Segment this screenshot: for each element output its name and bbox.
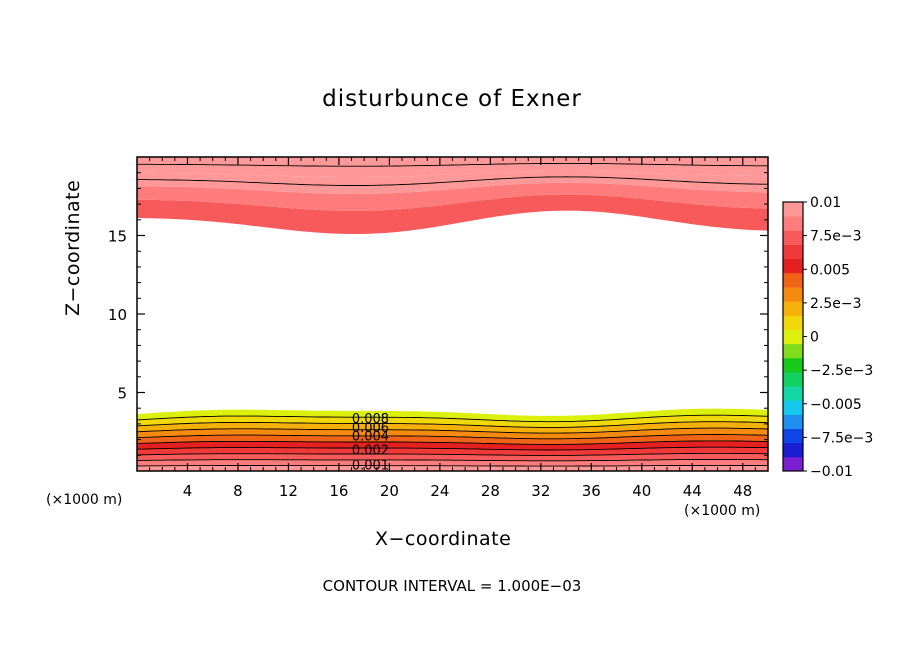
colorbar-tick-label: 0.005 [810,262,850,278]
x-tick-label: 16 [329,482,348,500]
colorbar: 0.01 7.5e−3 0.005 2.5e−3 0 −2.5e−3 −0.005 −7.5e… [782,195,873,480]
x-tick-label: 40 [632,482,651,500]
colorbar-swatch [783,428,803,444]
y-tick-label: 5 [117,385,127,403]
colorbar-tick-label: 0.01 [810,195,841,211]
contour-line [137,414,768,423]
contour-fill [137,157,768,471]
contour-band [137,194,768,234]
contour-band [137,415,768,428]
contour-line [137,452,768,456]
contour-label: 0.008 [352,412,389,427]
x-tick-label: 8 [233,482,243,500]
colorbar-tick-label: −0.01 [810,464,853,480]
contour-band [137,434,768,445]
colorbar-tick-label: −7.5e−3 [810,430,873,446]
x-unit-label-left: (×1000 m) [46,492,123,508]
x-tick-label: 36 [582,482,601,500]
colorbar-swatch [783,301,803,316]
x-tick-label: 24 [430,482,449,500]
chart-title: disturbunce of Exner [322,86,582,112]
x-axis-label: X−coordinate [375,528,512,550]
colorbar-swatch [783,329,803,345]
colorbar-tick-label: 2.5e−3 [810,296,862,312]
colorbar-swatch [783,343,803,359]
x-tick-label: 32 [531,482,550,500]
contour-band [137,170,768,194]
contour-band [137,421,768,434]
y-tick-label: 15 [108,228,127,246]
x-tick-label: 48 [733,482,752,500]
contour-line [137,434,768,440]
colorbar-swatch [783,286,803,302]
colorbar-swatch [783,371,803,387]
colorbar-swatch [783,258,803,274]
contour-line [137,464,768,467]
colorbar-tick-label: 0 [810,330,819,346]
x-tick-label: 44 [683,482,702,500]
contour-band [137,459,768,467]
colorbar-swatch [783,456,803,472]
contour-label: 0.006 [352,421,389,436]
contour-line [137,459,768,462]
colorbar-swatch [783,244,803,260]
contour-line [137,176,768,186]
colorbar-tick-label: 7.5e−3 [810,229,862,245]
colorbar-swatch [783,202,803,217]
x-tick-label: 28 [481,482,500,500]
x-tick-label: 20 [380,482,399,500]
contour-label: 0.004 [352,429,389,444]
contour-line [137,162,768,167]
x-unit-label-right: (×1000 m) [684,503,761,519]
contour-line [137,427,768,434]
colorbar-tick-label: −2.5e−3 [810,363,873,379]
colorbar-swatch [783,315,803,330]
y-axis-label: Z−coordinate [62,179,84,316]
contour-lines [137,162,768,467]
contour-label: 0.002 [352,444,389,459]
contour-label: 0.001 [352,459,389,474]
contour-interval-note: CONTOUR INTERVAL = 1.000E−03 [322,577,582,595]
colorbar-swatch [783,400,803,415]
y-tick-label: 10 [108,306,127,324]
colorbar-swatch [783,414,803,430]
contour-band [137,428,768,439]
colorbar-swatch [783,442,803,458]
colorbar-swatch [783,230,803,245]
contour-line [137,421,768,428]
colorbar-swatch [783,357,803,373]
x-tick-label: 12 [279,482,298,500]
colorbar-swatch [783,216,803,231]
x-tick-label: 4 [183,482,193,500]
contour-band [137,157,768,177]
contour-line [137,446,768,451]
colorbar-tick-label: −0.005 [810,397,862,413]
contour-band [137,182,768,211]
colorbar-swatch [783,386,803,401]
colorbar-swatch [783,272,803,288]
contour-line [137,440,768,445]
contour-band [137,408,768,422]
